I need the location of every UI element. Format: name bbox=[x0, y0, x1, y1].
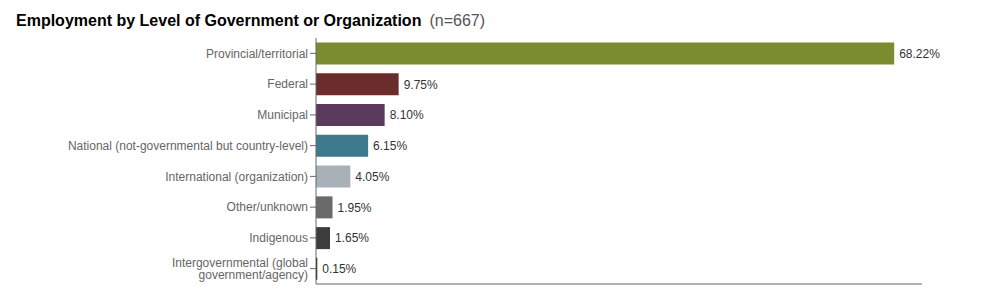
svg-text:Intergovernmental (globalgover: Intergovernmental (globalgovernment/agen… bbox=[172, 256, 308, 282]
svg-text:Other/unknown: Other/unknown bbox=[227, 200, 308, 214]
svg-text:0.15%: 0.15% bbox=[322, 262, 356, 276]
svg-text:International (organization): International (organization) bbox=[165, 170, 308, 184]
svg-text:Provincial/territorial: Provincial/territorial bbox=[206, 47, 308, 61]
svg-text:Federal: Federal bbox=[267, 77, 308, 91]
svg-text:National (not-governmental but: National (not-governmental but country-l… bbox=[68, 139, 308, 153]
svg-text:6.15%: 6.15% bbox=[373, 139, 407, 153]
svg-text:68.22%: 68.22% bbox=[899, 47, 940, 61]
svg-text:8.10%: 8.10% bbox=[390, 108, 424, 122]
svg-text:9.75%: 9.75% bbox=[404, 78, 438, 92]
html-text:(n=667): (n=667) bbox=[429, 12, 485, 29]
svg-text:4.05%: 4.05% bbox=[355, 170, 389, 184]
html-text:Employment by Level of Governm: Employment by Level of Government or Org… bbox=[16, 12, 422, 29]
svg-text:Municipal: Municipal bbox=[257, 108, 308, 122]
svg-text:1.95%: 1.95% bbox=[338, 201, 372, 215]
svg-text:Indigenous: Indigenous bbox=[249, 231, 308, 245]
svg-text:1.65%: 1.65% bbox=[335, 231, 369, 245]
